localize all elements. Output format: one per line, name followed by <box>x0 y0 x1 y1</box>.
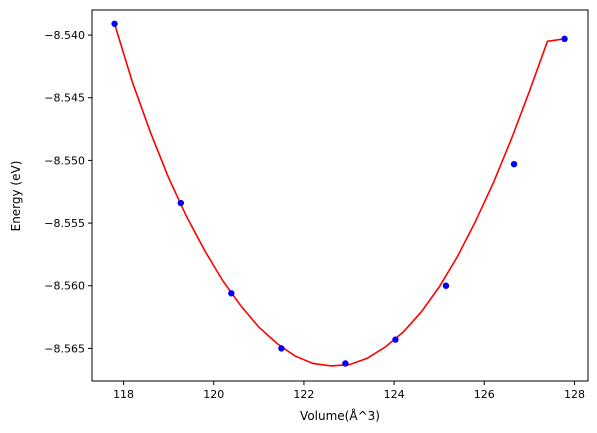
y-axis-ticks: −8.540 −8.545 −8.550 −8.555 −8.560 −8.565 <box>44 29 92 355</box>
plot-area <box>92 10 588 381</box>
y-tick-label: −8.550 <box>44 154 85 167</box>
y-axis-label: Energy (eV) <box>9 161 23 232</box>
x-tick-label: 124 <box>384 388 405 401</box>
fit-curve-layer <box>113 23 565 367</box>
x-tick-label: 128 <box>564 388 585 401</box>
data-point <box>442 282 450 289</box>
data-point <box>177 199 185 207</box>
data-point <box>111 20 118 27</box>
x-axis-ticks: 118 120 122 124 126 128 <box>113 381 585 401</box>
data-point <box>228 290 235 297</box>
x-tick-label: 126 <box>474 388 495 401</box>
x-axis-label: Volume(Å^3) <box>300 408 380 423</box>
y-tick-label: −8.545 <box>44 92 85 105</box>
data-points-layer <box>111 20 568 367</box>
plot-frame <box>91 9 589 382</box>
y-tick-label: −8.540 <box>44 29 85 42</box>
y-tick-label: −8.565 <box>44 342 85 355</box>
data-point <box>510 160 518 168</box>
x-tick-label: 122 <box>293 388 314 401</box>
data-point <box>561 35 568 43</box>
fit-curve <box>113 23 565 367</box>
y-tick-label: −8.555 <box>44 217 85 230</box>
data-point <box>278 345 285 352</box>
y-tick-label: −8.560 <box>44 280 85 293</box>
data-point <box>342 360 349 367</box>
x-tick-label: 120 <box>203 388 224 401</box>
x-tick-label: 118 <box>113 388 134 401</box>
data-point <box>392 336 399 343</box>
